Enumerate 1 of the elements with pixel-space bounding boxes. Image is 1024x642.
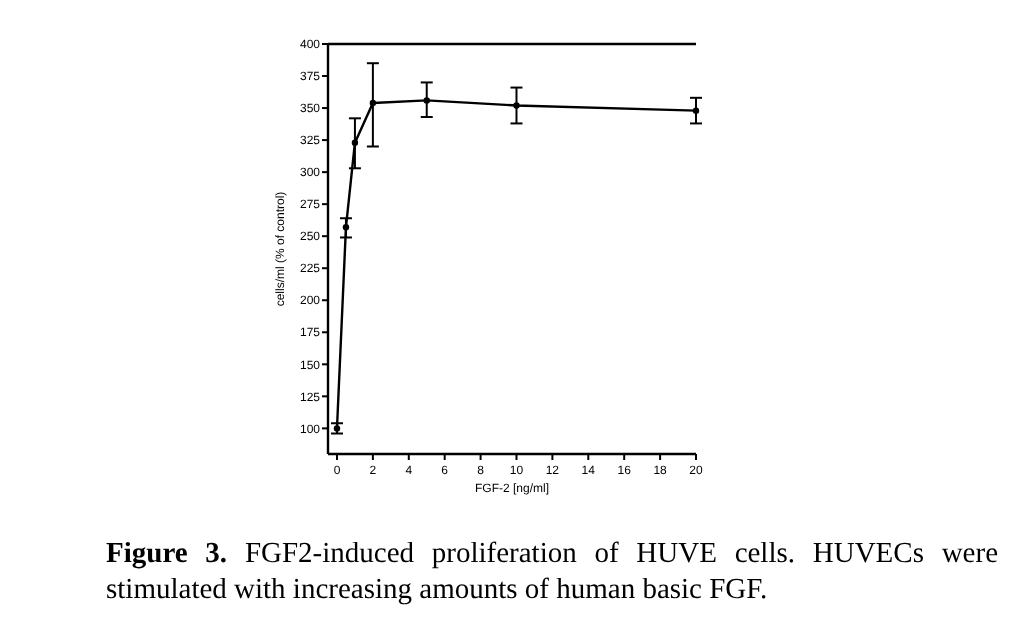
caption: Figure 3. (106, 538, 230, 570)
